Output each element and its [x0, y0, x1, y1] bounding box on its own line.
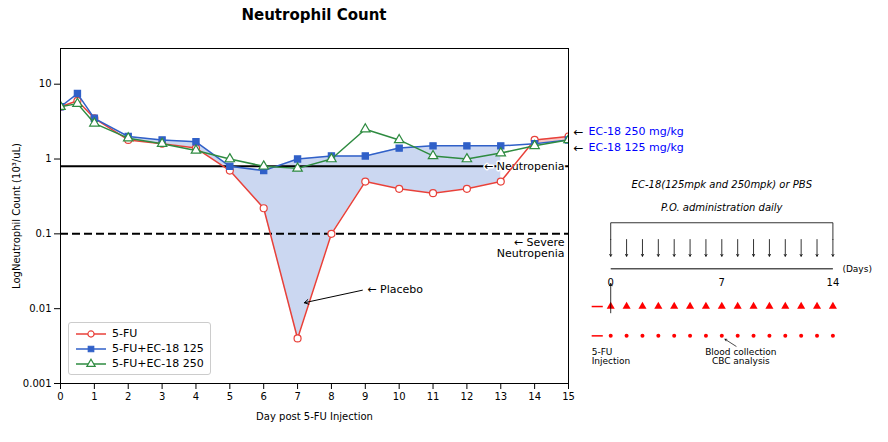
- svg-text:0.01: 0.01: [29, 303, 51, 314]
- svg-text:7: 7: [294, 391, 300, 402]
- svg-text:(Days): (Days): [842, 264, 871, 274]
- svg-text:5-FUInjection: 5-FUInjection: [592, 347, 631, 366]
- svg-text:1: 1: [45, 153, 51, 164]
- svg-text:3: 3: [159, 391, 165, 402]
- html-text:5-FU+EC-18 125: 5-FU+EC-18 125: [112, 342, 204, 355]
- svg-text:EC-18(125mpk and 250mpk) or PB: EC-18(125mpk and 250mpk) or PBS: [632, 179, 813, 190]
- svg-text:14: 14: [528, 391, 541, 402]
- svg-text:13: 13: [494, 391, 507, 402]
- svg-text:2: 2: [125, 391, 131, 402]
- svg-text:← Placebo: ← Placebo: [367, 283, 423, 296]
- svg-text:15: 15: [562, 391, 575, 402]
- html-text:5-FU: 5-FU: [112, 327, 138, 340]
- svg-text:0.1: 0.1: [36, 228, 52, 239]
- svg-text:10: 10: [39, 78, 52, 89]
- svg-text:10: 10: [393, 391, 406, 402]
- svg-text:7: 7: [719, 277, 725, 288]
- svg-text:0: 0: [607, 277, 614, 289]
- html-text:5-FU+EC-18 250: 5-FU+EC-18 250: [112, 357, 204, 370]
- svg-text:9: 9: [362, 391, 368, 402]
- svg-text:0: 0: [57, 391, 63, 402]
- svg-text:←: ←: [574, 141, 584, 155]
- svg-text:Day post 5-FU Injection: Day post 5-FU Injection: [256, 411, 373, 422]
- svg-text:EC-18 125 mg/kg: EC-18 125 mg/kg: [589, 141, 684, 154]
- svg-text:4: 4: [193, 391, 199, 402]
- svg-text:6: 6: [261, 391, 267, 402]
- svg-text:0.001: 0.001: [23, 378, 52, 389]
- svg-text:EC-18 250 mg/kg: EC-18 250 mg/kg: [589, 125, 684, 138]
- svg-text:8: 8: [328, 391, 334, 402]
- svg-text:P.O. administration daily: P.O. administration daily: [661, 202, 784, 213]
- svg-text:11: 11: [427, 391, 440, 402]
- svg-text:← Neutropenia: ← Neutropenia: [484, 160, 565, 173]
- svg-text:14: 14: [827, 277, 840, 288]
- svg-text:Blood collectionCBC analysis: Blood collectionCBC analysis: [705, 347, 776, 366]
- svg-text:1: 1: [91, 391, 97, 402]
- svg-text:5: 5: [227, 391, 233, 402]
- svg-text:LogNeutrophil Count (10³/uL): LogNeutrophil Count (10³/uL): [11, 143, 22, 289]
- svg-text:12: 12: [461, 391, 474, 402]
- html-text:Neutrophil Count: Neutrophil Count: [241, 6, 387, 24]
- svg-text:← Severe Neutropenia: ← Severe Neutropenia: [479, 236, 565, 260]
- svg-text:←: ←: [574, 125, 584, 139]
